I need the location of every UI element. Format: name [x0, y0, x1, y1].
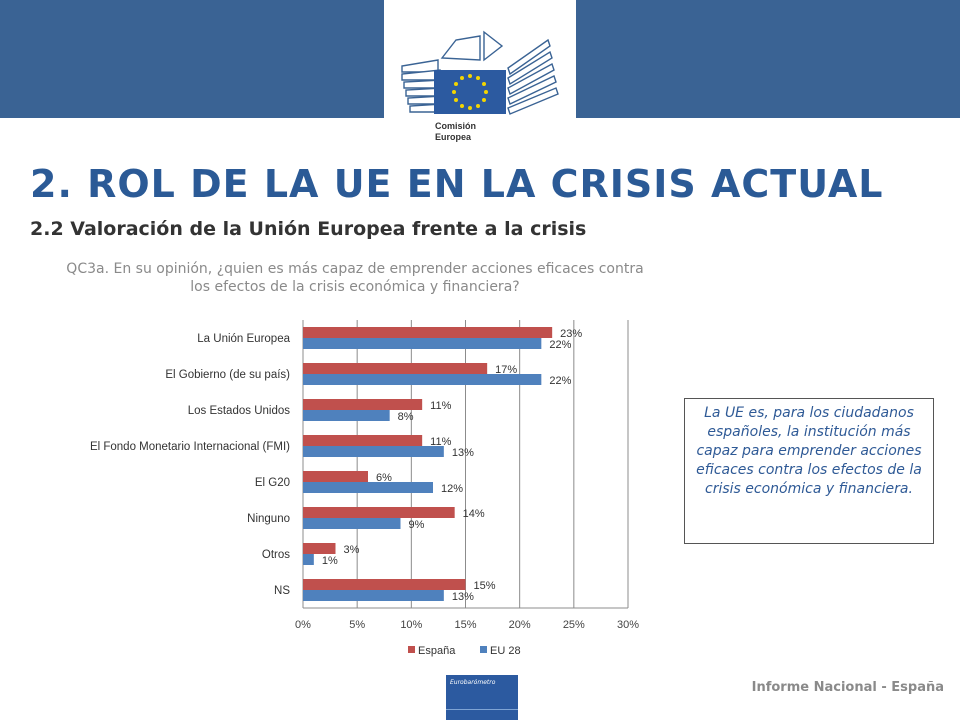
- data-label: 14%: [463, 508, 485, 520]
- data-label: 1%: [322, 555, 338, 567]
- callout-box: La UE es, para los ciudadanos españoles,…: [684, 398, 934, 544]
- x-tick-label: 0%: [295, 619, 311, 631]
- data-label: 3%: [344, 544, 360, 556]
- footer-report-label: Informe Nacional - España: [751, 680, 944, 695]
- page-subtitle: 2.2 Valoración de la Unión Europea frent…: [30, 218, 587, 240]
- category-label: La Unión Europea: [197, 333, 290, 345]
- data-label: 8%: [398, 411, 414, 423]
- x-tick-label: 10%: [400, 619, 422, 631]
- commission-logo-icon: Comisión Europea: [401, 30, 559, 142]
- category-label: Los Estados Unidos: [188, 405, 291, 417]
- data-label: 12%: [441, 483, 463, 495]
- category-label: El Gobierno (de su país): [165, 369, 290, 381]
- bar: [303, 554, 314, 565]
- data-label: 11%: [430, 400, 451, 412]
- category-label: NS: [274, 585, 290, 597]
- survey-question: QC3a. En su opinión, ¿quien es más capaz…: [66, 261, 644, 295]
- category-label: El G20: [255, 477, 290, 489]
- bar: [303, 410, 390, 421]
- category-label: El Fondo Monetario Internacional (FMI): [90, 441, 290, 453]
- x-tick-label: 15%: [454, 619, 476, 631]
- bar: [303, 471, 368, 482]
- bar: [303, 507, 455, 518]
- data-label: 13%: [452, 447, 474, 459]
- bar: [303, 399, 423, 410]
- eurobarometer-label: Eurobarómetro: [450, 679, 496, 686]
- eurobarometer-badge: Eurobarómetro: [446, 675, 518, 720]
- legend-swatch: [480, 646, 487, 653]
- logo-line2: Europea: [435, 132, 472, 142]
- x-tick-label: 5%: [349, 619, 365, 631]
- x-tick-label: 25%: [563, 619, 585, 631]
- data-label: 13%: [452, 591, 474, 603]
- logo: Comisión Europea: [384, 0, 576, 152]
- category-label: Otros: [262, 549, 290, 561]
- data-label: 11%: [430, 436, 451, 448]
- bar: [303, 590, 444, 601]
- bar: [303, 579, 466, 590]
- page-title: 2. ROL DE LA UE EN LA CRISIS ACTUAL: [30, 162, 884, 206]
- bar: [303, 446, 444, 457]
- bar: [303, 327, 553, 338]
- legend-label: EU 28: [490, 645, 521, 657]
- data-label: 22%: [549, 375, 571, 387]
- data-label: 15%: [474, 580, 496, 592]
- data-label: 23%: [560, 328, 582, 340]
- badge-stripe: [446, 709, 518, 710]
- bar-chart: 0% 5% 10% 15% 20% 25% 30%La Unión Europea 23%22…: [90, 320, 639, 657]
- x-tick-label: 30%: [617, 619, 639, 631]
- bar: [303, 374, 542, 385]
- data-label: 22%: [549, 339, 571, 351]
- bar: [303, 482, 433, 493]
- data-label: 9%: [409, 519, 425, 531]
- data-label: 17%: [495, 364, 517, 376]
- logo-line1: Comisión: [435, 121, 476, 131]
- x-tick-label: 20%: [509, 619, 531, 631]
- bar: [303, 338, 542, 349]
- legend-label: España: [418, 645, 456, 657]
- category-label: Ninguno: [247, 513, 290, 525]
- bar: [303, 518, 401, 529]
- data-label: 6%: [376, 472, 392, 484]
- legend-swatch: [408, 646, 415, 653]
- bar: [303, 363, 488, 374]
- bar: [303, 435, 423, 446]
- bar: [303, 543, 336, 554]
